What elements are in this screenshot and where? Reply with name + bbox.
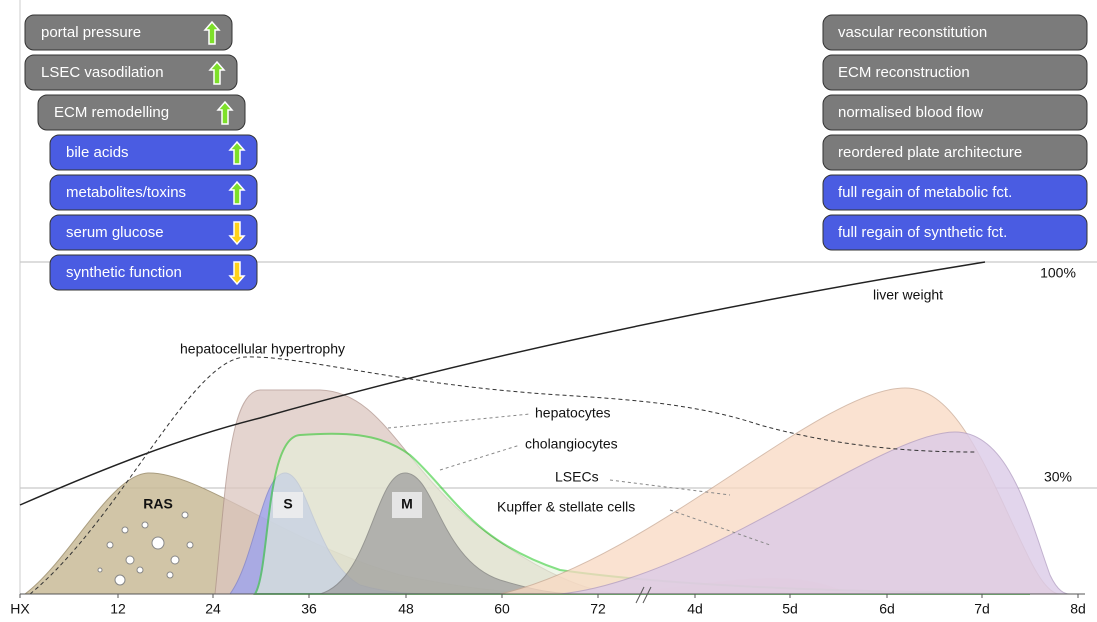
curve-label: hepatocellular hypertrophy — [180, 341, 345, 357]
factor-label: serum glucose — [66, 224, 164, 241]
factor-label: synthetic function — [66, 264, 182, 281]
x-label: 7d — [974, 601, 990, 617]
level-label: 30% — [1044, 469, 1072, 485]
outcome-label: vascular reconstitution — [838, 24, 987, 41]
curve-label: M — [401, 496, 413, 512]
curve-label: S — [283, 496, 292, 512]
outcome-label: full regain of metabolic fct. — [838, 184, 1012, 201]
x-label: 36 — [301, 601, 317, 617]
factor-label: bile acids — [66, 144, 129, 161]
level-label: 100% — [1040, 265, 1076, 281]
outcome-label: reordered plate architecture — [838, 144, 1022, 161]
curve-label: cholangiocytes — [525, 436, 618, 452]
x-label: 6d — [879, 601, 895, 617]
x-label: 5d — [782, 601, 798, 617]
outcome-label: normalised blood flow — [838, 104, 983, 121]
curve-label: liver weight — [873, 287, 943, 303]
curve-label: hepatocytes — [535, 405, 611, 421]
x-label: 48 — [398, 601, 414, 617]
curve-label: Kupffer & stellate cells — [497, 499, 635, 515]
factor-label: portal pressure — [41, 24, 141, 41]
curve-label: RAS — [143, 496, 173, 512]
curve-label: LSECs — [555, 469, 599, 485]
factor-label: LSEC vasodilation — [41, 64, 164, 81]
x-label: HX — [10, 601, 30, 617]
x-label: 4d — [687, 601, 703, 617]
x-label: 24 — [205, 601, 221, 617]
outcome-label: ECM reconstruction — [838, 64, 970, 81]
x-label: 72 — [590, 601, 606, 617]
outcome-label: full regain of synthetic fct. — [838, 224, 1007, 241]
x-label: 8d — [1070, 601, 1086, 617]
factor-label: metabolites/toxins — [66, 184, 186, 201]
factor-label: ECM remodelling — [54, 104, 169, 121]
diagram: hepatocellular hypertrophy liver weight … — [0, 0, 1097, 622]
x-label: 60 — [494, 601, 510, 617]
x-label: 12 — [110, 601, 126, 617]
